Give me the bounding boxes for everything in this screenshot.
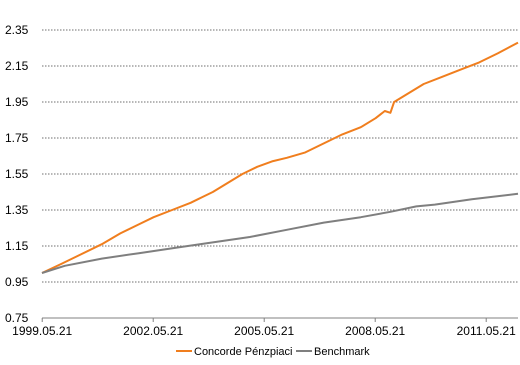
legend-label: Concorde Pénzpiaci [194, 346, 292, 358]
y-tick-label: 1.95 [5, 95, 29, 109]
x-tick-label: 2005.05.21 [234, 324, 294, 338]
y-tick-label: 2.35 [5, 23, 29, 37]
x-tick-label: 2011.05.21 [457, 324, 516, 338]
legend: Concorde Pénzpiaci Benchmark [176, 346, 370, 358]
y-tick-label: 1.35 [5, 203, 29, 217]
x-tick-label: 2008.05.21 [345, 324, 405, 338]
y-tick-label: 1.15 [5, 239, 29, 253]
x-tick-label: 1999.05.21 [12, 324, 72, 338]
y-tick-label: 1.55 [5, 167, 29, 181]
y-tick-label: 1.75 [5, 131, 29, 145]
gridlines [42, 29, 518, 283]
legend-label: Benchmark [314, 346, 370, 358]
y-axis-ticks: 0.75 0.95 1.15 1.35 1.55 1.75 1.95 2.15 2.35 [5, 23, 29, 325]
y-tick-label: 0.75 [5, 311, 29, 325]
series-line-benchmark [41, 192, 519, 274]
y-tick-label: 2.15 [5, 59, 29, 73]
x-tick-label: 2002.05.21 [123, 324, 183, 338]
series-lines [41, 41, 519, 274]
y-tick-label: 0.95 [5, 275, 29, 289]
series-line-concorde-p-nzpiaci [41, 41, 519, 274]
x-axis-ticks: 1999.05.21 2002.05.21 2005.05.21 2008.05.21… [12, 318, 516, 338]
